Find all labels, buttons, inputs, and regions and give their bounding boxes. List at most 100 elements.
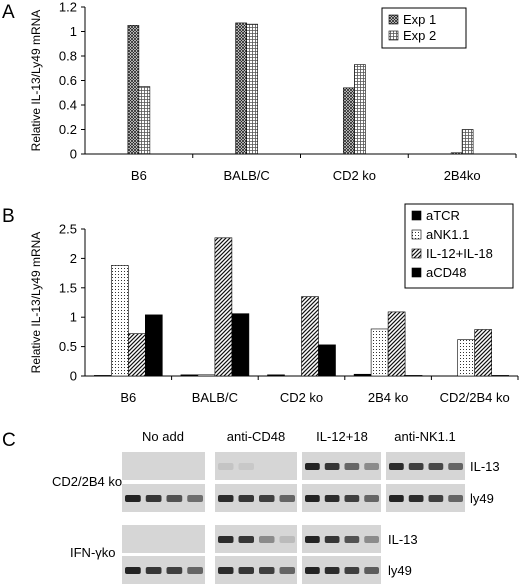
y-tick-label: 0.4: [59, 98, 77, 113]
panel-label-a: A: [2, 2, 15, 23]
category-label: 2B4ko: [444, 168, 481, 183]
bar: [474, 329, 493, 377]
legend-swatch: [388, 14, 399, 25]
gel-column-label: anti-CD48: [227, 429, 286, 444]
gel-band: [125, 495, 141, 502]
y-tick-label: 0.2: [59, 122, 77, 137]
gel-band: [125, 567, 141, 574]
gel-band: [238, 495, 254, 502]
gel-band: [145, 495, 162, 502]
category-label: CD2 ko: [333, 168, 376, 183]
gel-band: [344, 536, 360, 543]
bar: [94, 375, 112, 377]
gel-band: [324, 463, 340, 470]
chart-b: 0 0.5 1 1.5 2 2.5 Relative IL-13/Ly49 mRNA B6 BA…: [29, 203, 519, 405]
gel-band: [364, 567, 379, 574]
y-tick-label: 0.5: [59, 339, 77, 354]
legend-label: aNK1.1: [426, 227, 469, 242]
gel-band: [218, 567, 234, 574]
panel-label-b: B: [2, 206, 15, 227]
bar: [491, 375, 510, 377]
gel-band: [238, 463, 254, 470]
legend-label: Exp 1: [403, 12, 436, 27]
gel-panel: No add anti-CD48 IL-12+18 anti-NK1.1 CD2/2B4…: [52, 429, 500, 584]
bar: [318, 344, 336, 377]
gel-column-label: No add: [142, 429, 184, 444]
bar: [231, 313, 250, 377]
gel-band: [389, 495, 404, 502]
legend-label: IL-12+IL-18: [426, 246, 493, 261]
panel-label-c: C: [2, 430, 16, 451]
gel-band: [218, 536, 234, 543]
gel-column-label: IL-12+18: [316, 429, 368, 444]
bar: [457, 339, 476, 377]
gel-band: [389, 463, 404, 470]
gel-row-label: IL-13: [470, 459, 500, 474]
gel-lane-strip: [122, 452, 205, 480]
gel-band: [238, 536, 254, 543]
gel-band: [145, 567, 162, 574]
legend-box: [404, 203, 514, 289]
bar: [246, 23, 258, 155]
bar: [461, 129, 474, 155]
category-label: BALB/C: [192, 390, 238, 405]
gel-band: [408, 495, 424, 502]
y-tick-label: 0.8: [59, 49, 77, 64]
y-tick-label: 1.2: [59, 0, 77, 15]
gel-band: [238, 567, 254, 574]
bar: [145, 314, 163, 377]
gel-band: [428, 495, 444, 502]
gel-band: [218, 463, 234, 470]
gel-band: [279, 536, 295, 543]
legend-swatch: [411, 267, 422, 278]
y-tick-label: 1.5: [59, 280, 77, 295]
gel-band: [324, 495, 340, 502]
category-label: 2B4 ko: [368, 390, 408, 405]
gel-band: [428, 463, 444, 470]
gel-group-label: IFN-γko: [70, 545, 116, 560]
category-label: CD2 ko: [280, 390, 323, 405]
gel-band: [187, 495, 203, 502]
bar: [404, 375, 423, 377]
gel-band: [305, 567, 320, 574]
y-axis-label: Relative IL-13/Ly49 mRNA: [29, 232, 43, 374]
category-label: CD2/2B4 ko: [440, 390, 510, 405]
category-label: B6: [120, 390, 136, 405]
bar: [111, 265, 129, 377]
category-label: B6: [131, 168, 147, 183]
legend-swatch: [411, 229, 422, 240]
bar: [138, 86, 151, 155]
gel-row-label: IL-13: [388, 532, 418, 547]
y-tick-label: 0.6: [59, 73, 77, 88]
gel-row-label: ly49: [470, 491, 494, 506]
y-tick-label: 2.5: [59, 222, 77, 237]
gel-band: [259, 495, 275, 502]
bar: [343, 87, 355, 155]
legend-label: Exp 2: [403, 28, 436, 43]
bar: [180, 374, 199, 377]
bar: [235, 22, 247, 155]
bar: [128, 333, 146, 377]
gel-band: [448, 495, 463, 502]
gel-lane-strip: [122, 525, 205, 553]
legend-box: [381, 7, 467, 49]
gel-band: [259, 536, 275, 543]
gel-column-label: anti-NK1.1: [394, 429, 455, 444]
bar: [301, 296, 319, 377]
bar: [370, 328, 389, 377]
bar: [267, 374, 285, 377]
legend-swatch: [411, 210, 422, 221]
gel-band: [166, 567, 183, 574]
gel-band: [187, 567, 203, 574]
legend-label: aTCR: [426, 208, 460, 223]
legend-label: aCD48: [426, 265, 466, 280]
bar: [354, 64, 366, 155]
gel-band: [364, 463, 379, 470]
gel-band: [408, 463, 424, 470]
y-tick-label: 1: [70, 24, 77, 39]
gel-band: [279, 495, 295, 502]
y-tick-label: 2: [70, 251, 77, 266]
gel-band: [324, 567, 340, 574]
bar: [127, 25, 140, 155]
